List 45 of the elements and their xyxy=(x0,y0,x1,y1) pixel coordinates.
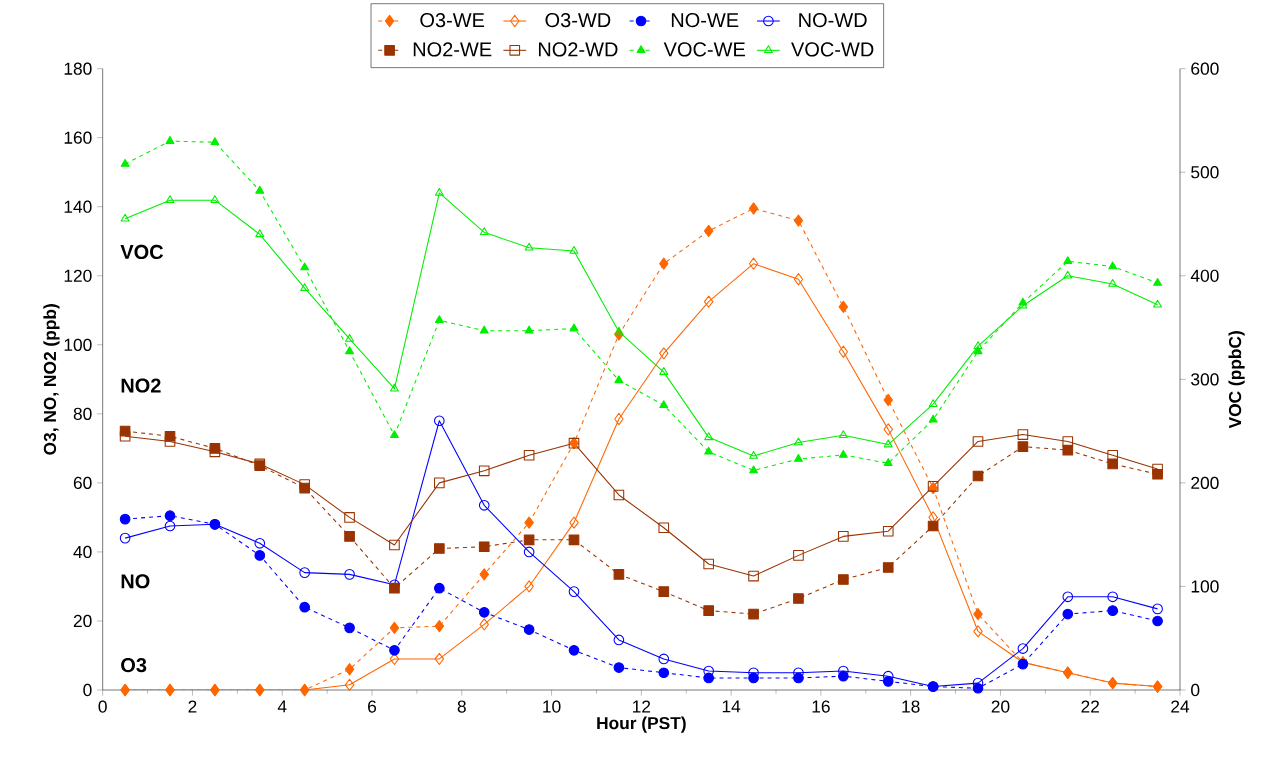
y2-tick-label: 400 xyxy=(1190,269,1219,282)
legend-label: NO-WE xyxy=(671,13,739,28)
annotation: VOC xyxy=(120,244,164,260)
y-tick-label: 140 xyxy=(64,200,92,213)
y-tick-label: 20 xyxy=(73,614,92,628)
annotation: NO xyxy=(121,574,150,589)
x-tick-label: 12 xyxy=(633,700,651,713)
y-tick-label: 60 xyxy=(73,476,92,490)
x-tick-label: 22 xyxy=(1081,700,1099,713)
y-tick-label: 120 xyxy=(64,269,92,282)
legend-label: VOC-WD xyxy=(791,42,874,57)
y2-axis-title: VOC (ppbC) xyxy=(1228,331,1245,429)
y-axis-title: O3, NO, NO2 (ppb) xyxy=(43,304,60,455)
legend-label: NO2-WE xyxy=(413,42,492,57)
x-tick-label: 10 xyxy=(543,700,561,713)
annotation: O3 xyxy=(121,658,147,673)
x-tick-label: 6 xyxy=(368,700,377,713)
y2-tick-label: 200 xyxy=(1191,476,1219,490)
y-tick-label: 0 xyxy=(83,683,92,697)
x-tick-label: 20 xyxy=(991,700,1010,713)
legend-label: O3-WE xyxy=(420,13,485,28)
y2-tick-label: 0 xyxy=(1191,683,1200,697)
x-tick-label: 2 xyxy=(188,700,197,713)
y-tick-label: 100 xyxy=(64,338,92,351)
annotation: NO2 xyxy=(121,378,161,393)
x-tick-label: 24 xyxy=(1171,700,1190,713)
y-tick-label: 40 xyxy=(73,545,92,559)
legend-label: VOC-WE xyxy=(663,42,745,57)
x-axis-title: Hour (PST) xyxy=(597,716,686,733)
x-tick-label: 4 xyxy=(277,700,287,713)
x-tick-label: 18 xyxy=(902,700,920,713)
y2-tick-label: 300 xyxy=(1191,373,1219,386)
x-tick-label: 16 xyxy=(812,700,830,713)
y-tick-label: 180 xyxy=(64,62,92,75)
y-tick-label: 80 xyxy=(73,407,92,420)
x-tick-label: 14 xyxy=(722,700,741,713)
y2-tick-label: 500 xyxy=(1191,166,1219,179)
legend-label: O3-WD xyxy=(545,13,611,28)
y-tick-label: 160 xyxy=(64,131,92,144)
y2-tick-label: 100 xyxy=(1191,580,1219,593)
y2-tick-label: 600 xyxy=(1191,62,1219,75)
legend-label: NO2-WD xyxy=(538,42,618,57)
x-tick-label: 8 xyxy=(457,700,466,713)
legend-label: NO-WD xyxy=(799,13,867,28)
x-tick-label: 0 xyxy=(98,700,107,713)
